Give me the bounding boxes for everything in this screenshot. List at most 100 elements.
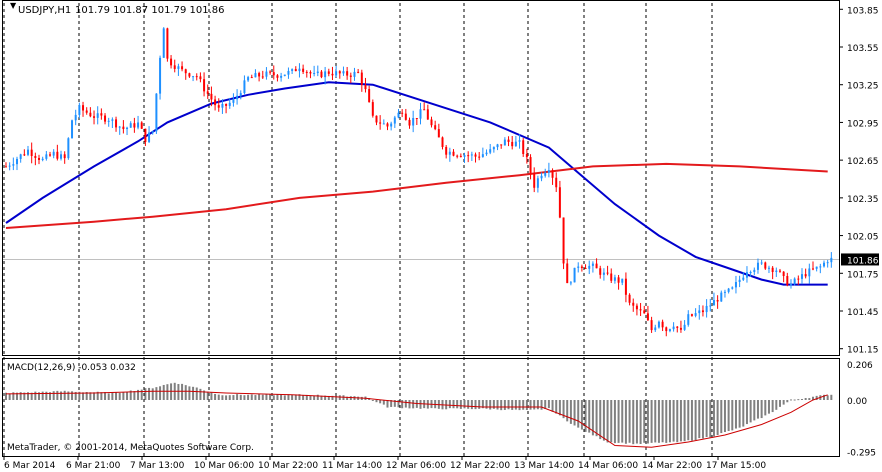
macd-histogram-bar (89, 392, 92, 400)
y-tick-label: 103.85 (847, 6, 879, 16)
chart-dropdown-icon[interactable]: ▼ (10, 1, 17, 10)
macd-y-tick-label: 0.00 (847, 397, 867, 407)
candle-body (434, 125, 437, 130)
macd-histogram-bar (298, 394, 301, 400)
macd-histogram-bar (826, 395, 829, 400)
candle-body (419, 109, 422, 119)
candle-body (742, 277, 745, 280)
macd-histogram-bar (346, 396, 349, 400)
candle-body (635, 305, 638, 310)
macd-histogram-bar (544, 400, 547, 410)
candle-body (529, 157, 532, 174)
macd-histogram-bar (650, 400, 653, 443)
candle-body (155, 93, 158, 132)
macd-histogram-bar (621, 400, 624, 443)
candle-body (302, 68, 305, 72)
candle-body (437, 129, 440, 138)
macd-histogram-bar (591, 400, 594, 436)
copyright-label: MetaTrader, © 2001-2014, MetaQuotes Soft… (7, 443, 254, 453)
macd-histogram-bar (27, 392, 30, 400)
candle-body (830, 257, 833, 263)
macd-histogram-bar (335, 395, 338, 400)
grid-lines (2, 3, 839, 456)
macd-histogram-bar (665, 400, 668, 443)
candle-body (177, 66, 180, 69)
macd-histogram-bar (316, 394, 319, 400)
macd-histogram-bar (467, 400, 470, 409)
candle-body (338, 71, 341, 74)
macd-histogram-bar (63, 390, 66, 400)
macd-histogram-bar (551, 400, 554, 412)
candle-body (555, 177, 558, 188)
candle-body (734, 281, 737, 288)
candle-body (786, 276, 789, 286)
candle-body (723, 291, 726, 293)
macd-histogram-bar (408, 400, 411, 409)
y-tick-label: 101.45 (847, 308, 879, 318)
macd-histogram-bar (789, 399, 792, 401)
candle-body (170, 58, 173, 66)
candle-body (280, 75, 283, 78)
macd-histogram-bar (192, 386, 195, 400)
candle-body (694, 313, 697, 316)
candle-body (456, 155, 459, 157)
candle-body (89, 112, 92, 117)
macd-histogram-bar (159, 386, 162, 400)
macd-histogram-bar (126, 392, 129, 400)
candle-body (335, 71, 338, 76)
candle-body (459, 155, 462, 157)
price-pane-frame (2, 0, 840, 356)
macd-histogram-bar (588, 400, 591, 433)
macd-histogram-bar (82, 392, 85, 400)
macd-histogram-bar (683, 400, 686, 442)
candle-body (430, 119, 433, 126)
macd-histogram-bar (698, 400, 701, 439)
macd-histogram-bar (474, 400, 477, 410)
macd-histogram-bar (738, 400, 741, 428)
candle-body (382, 123, 385, 125)
macd-histogram-bar (85, 392, 88, 400)
macd-histogram-bar (580, 400, 583, 430)
macd-histogram-bar (96, 391, 99, 400)
candle-body (364, 84, 367, 90)
candle-body (5, 166, 7, 168)
macd-histogram-bar (203, 390, 206, 400)
candle-body (800, 274, 803, 279)
macd-histogram-bar (302, 395, 305, 400)
candle-body (485, 152, 488, 155)
macd-histogram-bar (254, 395, 257, 400)
macd-histogram-bar (507, 400, 510, 410)
candle-body (778, 270, 781, 272)
macd-histogram-bar (463, 400, 466, 409)
candle-body (118, 126, 121, 128)
candle-body (368, 89, 371, 103)
macd-histogram-bar (639, 400, 642, 445)
candle-body (221, 103, 224, 108)
moving-averages (5, 81, 828, 286)
macd-histogram-bar (45, 391, 48, 400)
macd-histogram-bar (60, 391, 63, 400)
candle-body (595, 263, 598, 269)
candle-body (49, 154, 52, 156)
macd-histogram-bar (624, 400, 627, 444)
macd-histogram-bar (459, 400, 462, 409)
macd-histogram-bar (511, 400, 514, 410)
x-tick-label: 6 Mar 21:00 (66, 461, 121, 471)
candle-body (126, 127, 129, 130)
macd-histogram-bar (228, 395, 231, 400)
candle-body (599, 268, 602, 275)
macd-histogram-bar (338, 395, 341, 400)
macd-histogram-bar (250, 394, 253, 400)
macd-histogram-bar (162, 384, 165, 400)
y-tick-label: 102.35 (847, 195, 879, 205)
candle-body (269, 71, 272, 73)
macd-histogram-bar (78, 391, 81, 400)
candle-body (441, 137, 444, 147)
candle-body (771, 267, 774, 273)
macd-histogram-bar (595, 400, 598, 437)
macd-histogram-bar (584, 400, 587, 432)
candle-body (122, 126, 125, 130)
macd-histogram-bar (349, 396, 352, 400)
macd-histogram-bar (71, 391, 74, 400)
